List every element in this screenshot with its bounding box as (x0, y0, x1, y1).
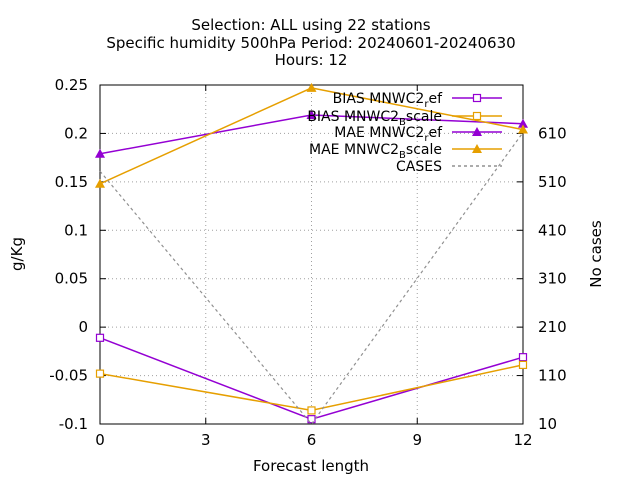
data-point-3-2 (518, 124, 528, 134)
y-tick-label: -0.05 (49, 367, 88, 385)
title-line-1: Selection: ALL using 22 stations (191, 16, 430, 34)
legend-marker-3 (472, 144, 482, 153)
data-point-3-0 (95, 178, 105, 188)
title-line-3: Hours: 12 (275, 51, 348, 69)
data-point-0-2 (518, 353, 528, 362)
y-tick-label: 0.05 (55, 270, 88, 288)
y-tick-label: -0.1 (59, 415, 88, 433)
title-line-2: Specific humidity 500hPa Period: 2024060… (106, 34, 515, 52)
legend-marker-2 (472, 127, 482, 136)
data-point-0-1 (307, 415, 316, 424)
data-point-2-1 (306, 110, 317, 120)
series-lines (95, 82, 528, 425)
data-point-1-0 (95, 369, 105, 378)
x-axis-label: Forecast length (253, 457, 369, 475)
y-axis-label: g/Kg (8, 237, 26, 271)
y2-tick-label: 610 (538, 124, 567, 142)
axis-ticks: 0 3 6 9 12 -0.1 -0.05 0 0.05 0.1 0.15 0.2 0.25 10 110 2… (49, 76, 566, 449)
y-tick-label: 0 (78, 318, 88, 336)
data-point-1-2 (518, 360, 528, 370)
y2-axis-label: No cases (587, 220, 605, 288)
legend-label-1: BIAS MNWC2Bscale (307, 109, 442, 128)
data-point-2-0 (95, 148, 105, 158)
x-tick-label: 12 (513, 431, 532, 449)
legend-marker-0 (472, 93, 482, 103)
legend-label-4: CASES (396, 159, 442, 175)
series-line-4 (99, 132, 524, 425)
y2-tick-label: 210 (538, 318, 567, 336)
legend-marker-1 (472, 111, 482, 121)
y-tick-label: 0.1 (64, 221, 88, 239)
legend-label-2: MAE MNWC2ref (334, 125, 443, 144)
y2-tick-label: 10 (538, 415, 557, 433)
y2-tick-label: 410 (538, 221, 567, 239)
data-point-0-0 (95, 333, 105, 342)
x-tick-label: 6 (307, 431, 317, 449)
data-point-1-1 (307, 406, 316, 415)
legend-label-0: BIAS MNWC2ref (333, 91, 443, 110)
grid-lines (100, 85, 523, 424)
y2-tick-label: 510 (538, 173, 567, 191)
y2-tick-label: 110 (538, 367, 567, 385)
data-point-3-1 (306, 82, 317, 92)
series-line-1 (99, 364, 524, 412)
chart-title: Selection: ALL using 22 stations Specifi… (106, 16, 515, 69)
x-tick-label: 0 (95, 431, 105, 449)
y-tick-label: 0.25 (55, 76, 88, 94)
y2-tick-label: 310 (538, 270, 567, 288)
x-tick-label: 3 (201, 431, 211, 449)
x-tick-label: 9 (412, 431, 422, 449)
data-point-2-2 (518, 118, 528, 128)
y-tick-label: 0.2 (64, 124, 88, 142)
legend-label-3: MAE MNWC2Bscale (309, 142, 442, 161)
y-tick-label: 0.15 (55, 173, 88, 191)
